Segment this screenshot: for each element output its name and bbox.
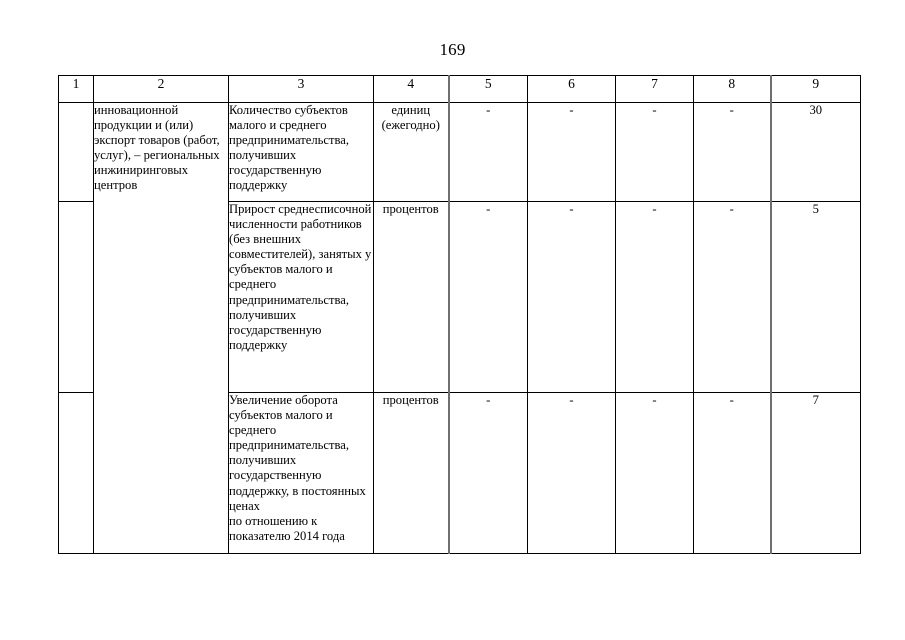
row-3-col-7: - bbox=[615, 392, 694, 554]
row-3-col-8: - bbox=[693, 392, 771, 554]
column-header-6: 6 bbox=[527, 75, 616, 103]
row-1-unit: единиц (ежегодно) bbox=[373, 102, 449, 202]
row-3-col-6: - bbox=[527, 392, 616, 554]
indicators-table: 1 2 3 4 5 6 7 8 9 инновационной продукци… bbox=[58, 75, 861, 554]
column-header-2: 2 bbox=[93, 75, 229, 103]
row-3-unit: процентов bbox=[373, 392, 449, 554]
page-number: 169 bbox=[439, 40, 466, 59]
row-2-col-5: - bbox=[447, 201, 528, 393]
row-3-indicator-name: Увеличение оборота субъектов малого и ср… bbox=[228, 392, 374, 554]
row-2-indicator-name: Прирост среднесписочной численности рабо… bbox=[228, 201, 374, 393]
column-header-4: 4 bbox=[373, 75, 449, 103]
row-1-col-9: 30 bbox=[769, 102, 861, 202]
table-row: Увеличение оборота субъектов малого и ср… bbox=[58, 392, 861, 554]
row-1-col-5: - bbox=[447, 102, 528, 202]
row-2-col-8: - bbox=[693, 201, 771, 393]
row-group-col-2: инновационной продукции и (или) экспорт … bbox=[93, 102, 229, 554]
row-2-col-7: - bbox=[615, 201, 694, 393]
row-2-col-1 bbox=[58, 201, 94, 393]
row-1-col-8: - bbox=[693, 102, 771, 202]
row-2-col-6: - bbox=[527, 201, 616, 393]
table-row: Прирост среднесписочной численности рабо… bbox=[58, 201, 861, 393]
row-3-col-1 bbox=[58, 392, 94, 554]
row-3-col-9: 7 bbox=[769, 392, 861, 554]
table-header-row: 1 2 3 4 5 6 7 8 9 bbox=[58, 75, 861, 103]
row-1-col-6: - bbox=[527, 102, 616, 202]
row-1-col-7: - bbox=[615, 102, 694, 202]
row-3-col-5: - bbox=[447, 392, 528, 554]
row-2-unit: процентов bbox=[373, 201, 449, 393]
column-header-3: 3 bbox=[228, 75, 374, 103]
column-header-7: 7 bbox=[615, 75, 694, 103]
column-header-8: 8 bbox=[693, 75, 771, 103]
column-header-5: 5 bbox=[447, 75, 528, 103]
table-row: инновационной продукции и (или) экспорт … bbox=[58, 102, 861, 554]
column-header-1: 1 bbox=[58, 75, 94, 103]
column-header-9: 9 bbox=[769, 75, 861, 103]
row-1-indicator-name: Количество субъектов малого и среднего п… bbox=[228, 102, 374, 202]
row-2-col-9: 5 bbox=[769, 201, 861, 393]
row-1-col-1 bbox=[58, 102, 94, 202]
